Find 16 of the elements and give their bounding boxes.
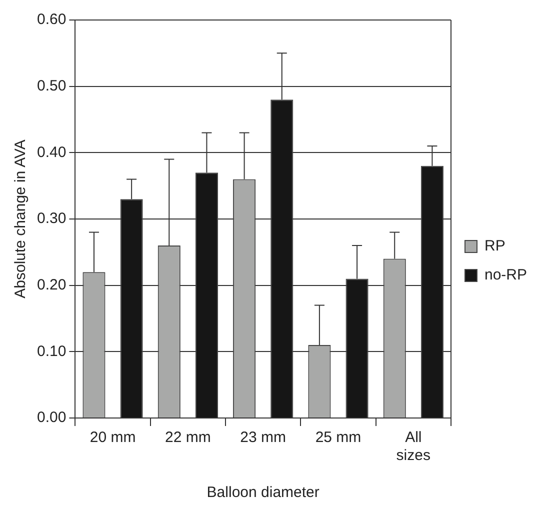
y-tick-label: 0.50 (36, 77, 66, 94)
y-tick-label: 0.10 (36, 342, 66, 360)
x-tick-label: 22 mm (165, 429, 211, 446)
y-tick-label: 0.00 (36, 409, 66, 426)
y-tick-label: 0.40 (36, 144, 66, 161)
y-tick-label: 0.30 (36, 210, 66, 228)
y-tick-label: 0.60 (36, 11, 66, 28)
x-tick-label: 23 mm (240, 429, 286, 446)
legend-label: RP (484, 238, 506, 255)
x-tick-label: 25 mm (315, 429, 362, 446)
y-tick-label: 0.20 (36, 276, 66, 294)
x-axis-title: Balloon diameter (206, 484, 320, 502)
legend-label: no-RP (484, 266, 528, 284)
x-tick-label: 20 mm (90, 429, 136, 446)
y-axis-title: Absolute change in AVA (12, 140, 30, 298)
x-tick-label: All sizes (396, 429, 430, 464)
